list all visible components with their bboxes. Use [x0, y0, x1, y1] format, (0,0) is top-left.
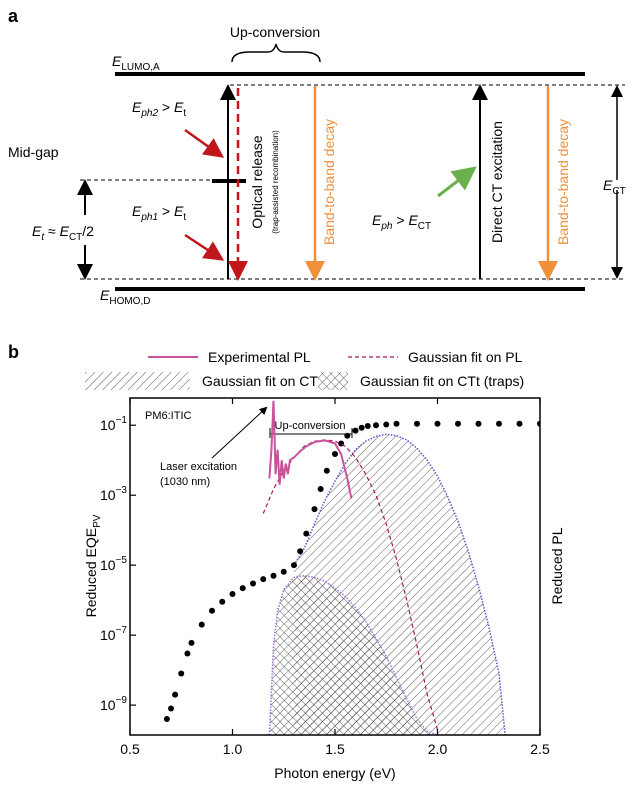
data-point	[352, 427, 359, 434]
area	[269, 575, 438, 735]
data-point	[209, 607, 215, 614]
data-point	[184, 650, 191, 657]
x-tick-label: 1.0	[223, 741, 243, 757]
y-tick-exponent: −3	[116, 485, 128, 496]
annotation: Up-conversion	[275, 420, 346, 432]
data-point	[163, 716, 170, 723]
data-point	[434, 420, 441, 427]
data-point	[358, 424, 365, 431]
photon-arrow	[437, 166, 477, 198]
annotation: PM6:ITIC	[145, 410, 192, 422]
data-point	[475, 420, 482, 427]
y-tick-base: 10	[100, 557, 116, 573]
legend-label: Gaussian fit on CTt (traps)	[360, 373, 524, 389]
data-point	[455, 420, 461, 427]
data-point	[219, 598, 226, 605]
y2-axis-title: Reduced PL	[549, 527, 565, 604]
eph-label: Eph > ECT	[372, 212, 431, 232]
data-point	[414, 420, 420, 427]
data-point	[317, 486, 324, 493]
data-point	[280, 568, 287, 575]
data-point	[364, 423, 371, 430]
legend-swatch	[318, 372, 348, 390]
data-point	[516, 420, 523, 427]
data-point	[229, 591, 236, 598]
data-point	[270, 572, 277, 579]
data-point	[198, 621, 205, 628]
y-tick-exponent: −1	[116, 415, 128, 426]
ect-label: ECT	[603, 177, 626, 197]
data-point	[172, 691, 179, 698]
x-tick-label: 0.5	[120, 741, 140, 757]
up-conversion-label: Up-conversion	[230, 24, 320, 40]
data-point	[323, 467, 330, 474]
optical-release-label: Optical release	[249, 135, 265, 229]
line	[268, 400, 353, 499]
brace	[231, 43, 321, 63]
data-point	[168, 705, 174, 712]
y-tick-label: 10−7	[100, 625, 127, 643]
annotation: Laser excitation	[160, 461, 237, 473]
trap-assisted-label: (trap-assisted recombination)	[271, 130, 280, 234]
data-point	[250, 580, 256, 587]
data-point	[291, 562, 297, 569]
y-tick-label: 10−3	[100, 485, 127, 503]
y-tick-exponent: −7	[116, 625, 128, 636]
panel-b: b Photon energy (eV) Reduced EQEPV Reduc…	[8, 342, 565, 781]
area-edge	[268, 574, 438, 735]
homo-label: EHOMO,D	[100, 287, 150, 307]
data-point	[496, 420, 502, 427]
panel-a: a Up-conversion ELUMO,A EHOMO,D Mid-gap …	[8, 6, 626, 307]
y-tick-base: 10	[100, 417, 116, 433]
y-tick-exponent: −9	[116, 695, 128, 706]
panel-label: b	[8, 342, 19, 362]
data-point	[393, 420, 400, 427]
data-point	[297, 548, 304, 555]
data-point	[311, 506, 318, 513]
data-point	[373, 422, 379, 429]
data-point	[178, 670, 185, 677]
eph1-label: Eph1 > Et	[132, 203, 186, 223]
decay-label: Band-to-band decay	[555, 119, 571, 245]
eph2-label: Eph2 > Et	[132, 99, 186, 119]
data-point	[188, 639, 195, 646]
data-point	[260, 576, 267, 583]
y-tick-base: 10	[100, 487, 116, 503]
x-axis-title: Photon energy (eV)	[274, 765, 395, 781]
y-tick-base: 10	[100, 627, 116, 643]
x-tick-label: 1.5	[325, 741, 345, 757]
legend-swatch	[85, 372, 190, 390]
y-tick-base: 10	[100, 697, 116, 713]
y-tick-label: 10−5	[100, 555, 127, 573]
x-tick-label: 2.5	[530, 741, 550, 757]
decay-label: Band-to-band decay	[321, 119, 337, 245]
photon-arrow	[184, 233, 225, 261]
trap-energy-label: Et ≈ ECT/2	[32, 223, 94, 243]
annotation-arrow	[211, 406, 268, 459]
direct-ct-label: Direct CT excitation	[489, 121, 505, 243]
data-point	[383, 421, 390, 428]
panel-label: a	[8, 6, 19, 26]
lumo-label: ELUMO,A	[112, 53, 160, 73]
data-point	[344, 432, 351, 439]
data-point	[239, 585, 246, 592]
y-tick-label: 10−1	[100, 415, 127, 433]
legend-label: Gaussian fit on PL	[408, 349, 523, 365]
data-point	[303, 530, 310, 537]
annotation-bracket	[269, 428, 353, 438]
photon-arrow	[184, 128, 225, 158]
legend-label: Gaussian fit on CT	[202, 373, 318, 389]
y-axis-title: Reduced EQEPV	[83, 514, 103, 617]
legend-label: Experimental PL	[208, 349, 311, 365]
y-tick-exponent: −5	[116, 555, 128, 566]
x-tick-label: 2.0	[428, 741, 448, 757]
mid-gap-label: Mid-gap	[8, 144, 59, 160]
data-point	[332, 451, 338, 458]
y-tick-label: 10−9	[100, 695, 127, 713]
plot-area	[163, 400, 540, 735]
annotation: (1030 nm)	[160, 476, 210, 488]
